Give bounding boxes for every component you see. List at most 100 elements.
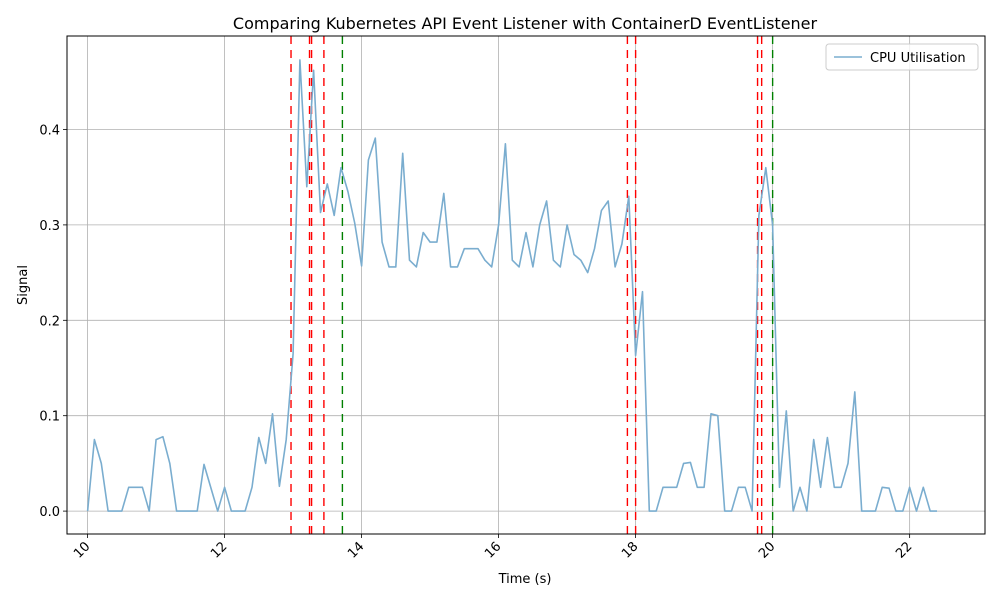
data-point [696, 486, 698, 488]
data-point [340, 167, 342, 169]
data-point [827, 437, 829, 439]
x-axis-ticks: 10 12 14 16 18 20 22 [71, 534, 915, 562]
data-point [107, 510, 109, 512]
data-point [409, 259, 411, 261]
data-point [724, 510, 726, 512]
plot-area-frame [66, 35, 986, 535]
event-markers [290, 36, 774, 534]
x-axis-label: Time (s) [498, 572, 552, 587]
data-point [785, 410, 787, 412]
data-point [902, 510, 904, 512]
data-point [683, 463, 685, 465]
data-point [690, 462, 692, 464]
data-point [100, 463, 102, 465]
data-point [532, 266, 534, 268]
data-point [511, 259, 513, 261]
data-point [806, 510, 808, 512]
data-point [936, 510, 938, 512]
data-point [244, 510, 246, 512]
data-point [374, 137, 376, 139]
data-point [744, 486, 746, 488]
data-point [621, 243, 623, 245]
data-point [820, 486, 822, 488]
data-point [772, 224, 774, 226]
data-point [895, 510, 897, 512]
data-point [326, 183, 328, 185]
data-point [792, 510, 794, 512]
data-point [285, 439, 287, 441]
x-tick-label: 18 [619, 539, 641, 561]
data-point [642, 291, 644, 293]
data-point [758, 215, 760, 217]
data-point [320, 212, 322, 214]
data-point [635, 355, 637, 357]
data-point [128, 486, 130, 488]
x-tick-label: 14 [345, 539, 367, 561]
data-point [738, 486, 740, 488]
data-point [169, 463, 171, 465]
data-point [463, 248, 465, 250]
data-point [922, 486, 924, 488]
data-point [813, 439, 815, 441]
data-point [135, 486, 137, 488]
data-point [861, 510, 863, 512]
data-point [176, 510, 178, 512]
grid [67, 36, 985, 534]
y-tick-label: 0.3 [39, 219, 60, 234]
data-point [388, 266, 390, 268]
data-point [203, 464, 205, 466]
data-point [799, 486, 801, 488]
data-point [559, 266, 561, 268]
data-point [292, 353, 294, 355]
data-point [299, 59, 301, 61]
data-point [601, 210, 603, 212]
data-point [258, 437, 260, 439]
data-point [470, 248, 472, 250]
data-point [189, 510, 191, 512]
data-point [457, 266, 459, 268]
data-point [751, 510, 753, 512]
data-point [614, 266, 616, 268]
data-point [628, 195, 630, 197]
x-tick-label: 16 [482, 539, 504, 561]
y-axis-ticks: 0.0 0.1 0.2 0.3 0.4 [39, 123, 67, 520]
data-point [525, 232, 527, 234]
data-point [717, 415, 719, 417]
data-point [505, 143, 507, 145]
data-point [655, 510, 657, 512]
data-point [875, 510, 877, 512]
data-point [847, 463, 849, 465]
data-point [429, 241, 431, 243]
data-point [231, 510, 233, 512]
series-line [86, 59, 937, 512]
y-tick-label: 0.2 [39, 314, 60, 329]
data-point [224, 486, 226, 488]
data-point [443, 193, 445, 195]
y-tick-label: 0.0 [39, 505, 60, 520]
data-point [566, 224, 568, 226]
data-point [368, 159, 370, 161]
data-point [121, 510, 123, 512]
data-point [217, 510, 219, 512]
data-point [279, 485, 281, 487]
data-point [450, 266, 452, 268]
legend-box [825, 43, 979, 71]
data-point [306, 186, 308, 188]
data-point [142, 486, 144, 488]
data-point [422, 232, 424, 234]
data-point [477, 248, 479, 250]
data-point [402, 152, 404, 154]
data-point [148, 510, 150, 512]
data-point [416, 266, 418, 268]
data-point [765, 167, 767, 169]
x-tick-label: 10 [71, 539, 93, 561]
data-point [779, 486, 781, 488]
data-point [662, 486, 664, 488]
x-tick-label: 20 [756, 539, 778, 561]
data-point [539, 224, 541, 226]
data-point [361, 265, 363, 267]
x-tick-label: 22 [893, 539, 915, 561]
data-point [587, 272, 589, 274]
y-axis-label: Signal [16, 265, 31, 305]
